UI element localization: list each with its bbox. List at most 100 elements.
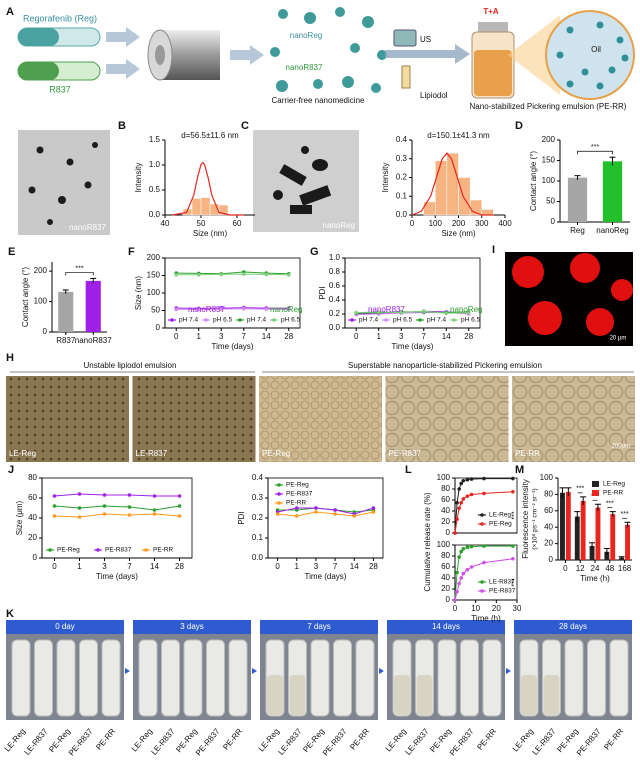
image-label: LE-Reg (9, 449, 36, 458)
bar (580, 500, 586, 560)
x-tick-label: 300 (475, 219, 489, 228)
y-tick-label: 40 (441, 506, 450, 515)
x-tick-label: 0 (410, 219, 415, 228)
photo-header (260, 620, 378, 634)
x-tick-label: 20 (492, 604, 501, 613)
scale-bar-label: 20 μm (610, 336, 627, 342)
y-tick-label: 0 (33, 553, 38, 562)
bar (589, 546, 595, 560)
data-point (371, 510, 376, 514)
x-tick-label: 14 (150, 562, 159, 571)
data-point (482, 544, 486, 548)
ultrasound-device (393, 29, 417, 47)
data-point (177, 494, 182, 498)
y-tick-label: 40 (441, 573, 450, 582)
data-point (77, 515, 82, 519)
legend-swatch (592, 481, 599, 487)
tube (138, 639, 158, 717)
y-tick-label: 0 (446, 595, 451, 604)
x-tick-label: 30 (513, 604, 522, 613)
data-point (461, 571, 466, 576)
y-tick-label: 20 (441, 517, 450, 526)
legend-label: LE-Reg (603, 481, 625, 488)
data-point (457, 555, 461, 559)
x-tick-label: 1 (295, 562, 300, 571)
y-tick-label: 0.2 (329, 309, 341, 318)
zoom-cone (508, 15, 560, 95)
tem-particles (273, 146, 332, 214)
y-tick-label: 100 (540, 473, 554, 482)
tube (609, 639, 629, 717)
data-point (399, 310, 404, 315)
x-tick-label: 1 (197, 332, 202, 341)
y-axis-label: Fluorescence intensity (521, 479, 530, 559)
legend-marker (96, 548, 100, 552)
y-tick-label: 0.3 (252, 493, 264, 502)
data-point (459, 481, 464, 486)
y-axis-label: Intensity (134, 163, 143, 193)
y-tick-label: 100 (437, 540, 451, 549)
data-point (314, 506, 318, 510)
data-point (354, 310, 359, 315)
y-tick-label: 0.8 (329, 267, 341, 276)
vial-liquid (474, 50, 512, 96)
x-tick-label: 28 (369, 562, 378, 571)
tube-label: PE-R837 (575, 726, 603, 757)
bar (481, 209, 494, 216)
scale-bar-label: 200μm (612, 444, 630, 450)
y-tick-label: 0 (156, 323, 161, 332)
x-tick-label: 24 (591, 564, 600, 573)
data-point (482, 560, 486, 565)
tube-label: PE-RR (602, 727, 625, 752)
series-line (176, 273, 289, 276)
data-point (286, 307, 291, 312)
y-tick-label: 0.0 (329, 323, 341, 332)
droplet-particles (556, 21, 629, 90)
group-label: nanoR837 (368, 305, 405, 314)
micrograph (385, 376, 509, 462)
caption: Nano-stabilized Pickering emulsion (PE-R… (470, 102, 627, 111)
legend-label: pH 6.5 (281, 317, 301, 324)
tube-label: PE-R837 (67, 726, 95, 757)
fluorescent-droplets (512, 253, 633, 336)
data-point (455, 589, 459, 594)
tube (56, 639, 76, 717)
data-point (196, 307, 201, 312)
x-tick-label: 10 (471, 604, 480, 613)
legend-marker (418, 318, 422, 322)
x-tick-label: 48 (605, 564, 614, 573)
y-axis-label: Size (nm) (134, 276, 143, 311)
arrow (506, 668, 511, 674)
photo-header (514, 620, 632, 634)
legend-label: pH 6.5 (213, 317, 233, 324)
y-axis-label: PDI (237, 511, 246, 524)
y-tick-label: 1.0 (149, 160, 161, 169)
x-tick-label: 1 (377, 332, 382, 341)
y-axis-label: Contact angle (°) (21, 267, 30, 327)
tube-oil (521, 675, 537, 715)
data-point (457, 581, 461, 586)
x-axis-label: Size (nm) (193, 229, 228, 238)
data-point (461, 497, 466, 501)
panel-label: M (515, 464, 524, 476)
data-point (444, 311, 449, 316)
y-tick-label: 80 (441, 551, 450, 560)
x-tick-label: 28 (464, 332, 473, 341)
legend-marker (48, 548, 52, 552)
photo-header (6, 620, 124, 634)
data-point (177, 514, 182, 518)
tube (79, 639, 98, 717)
day-label: 0 day (55, 622, 75, 631)
data-point (459, 500, 464, 505)
legend-marker (350, 318, 354, 322)
y-tick-label: 80 (28, 473, 37, 482)
y-tick-label: 200 (542, 135, 556, 144)
x-tick-label: nanoR837 (75, 336, 112, 345)
series-line (277, 511, 374, 517)
tube (482, 639, 502, 717)
data-point (455, 570, 459, 575)
panel-label: A (6, 6, 14, 18)
x-tick-label: 400 (498, 219, 512, 228)
bar (567, 177, 588, 222)
data-point (455, 500, 459, 505)
